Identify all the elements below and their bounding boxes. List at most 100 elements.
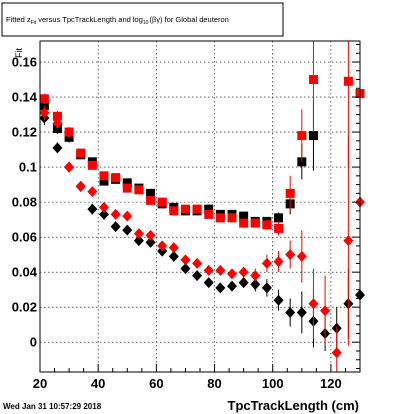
square-marker bbox=[122, 178, 132, 188]
diamond-marker bbox=[133, 235, 144, 247]
y-tick-label: 0.06 bbox=[12, 230, 37, 245]
y-tick-label: 0.08 bbox=[12, 195, 37, 210]
square-marker bbox=[111, 173, 121, 183]
diamond-marker bbox=[343, 235, 354, 247]
y-tick-label: 0.16 bbox=[12, 55, 37, 70]
square-marker bbox=[39, 94, 49, 104]
diamond-marker bbox=[133, 228, 144, 240]
x-tick-label: 80 bbox=[207, 376, 221, 391]
diamond-marker bbox=[145, 236, 156, 248]
diamond-marker bbox=[227, 280, 237, 292]
diamond-marker bbox=[250, 270, 261, 282]
square-marker bbox=[64, 127, 74, 137]
diamond-marker bbox=[168, 250, 179, 262]
diamond-marker bbox=[238, 277, 249, 289]
square-marker bbox=[274, 213, 284, 223]
series-1 bbox=[39, 100, 318, 226]
square-marker bbox=[52, 111, 62, 121]
square-marker bbox=[146, 188, 156, 198]
diamond-marker bbox=[87, 186, 98, 198]
y-tick-label: 0 bbox=[30, 335, 37, 350]
square-marker bbox=[99, 176, 109, 186]
title-log-subscript: 10 bbox=[143, 20, 149, 26]
square-marker bbox=[308, 131, 318, 141]
diamond-marker bbox=[296, 250, 307, 262]
square-marker bbox=[122, 183, 132, 193]
title-suffix: (βγ) for Global deuteron bbox=[149, 15, 228, 24]
title-text: Fitted zFit versus TpcTrackLength and lo… bbox=[6, 15, 229, 26]
square-marker bbox=[134, 185, 144, 195]
diamond-marker bbox=[203, 277, 214, 289]
square-marker bbox=[180, 204, 190, 214]
diamond-marker bbox=[180, 254, 191, 266]
diamond-marker bbox=[261, 257, 272, 269]
data-points bbox=[39, 41, 365, 372]
square-marker bbox=[308, 75, 318, 85]
title-middle: versus TpcTrackLength and log bbox=[36, 15, 143, 24]
diamond-marker bbox=[285, 249, 296, 261]
diamond-marker bbox=[64, 161, 75, 173]
y-tick-labels: 0 0.02 0.04 0.06 0.08 0.1 0.12 0.14 0.16 bbox=[12, 55, 38, 350]
square-marker bbox=[192, 204, 202, 214]
diamond-marker bbox=[75, 180, 86, 192]
diamond-marker bbox=[273, 294, 284, 306]
diamond-marker bbox=[227, 268, 237, 280]
square-marker bbox=[297, 131, 307, 141]
footer-timestamp: Wed Jan 31 10:57:29 2018 bbox=[3, 402, 102, 411]
diamond-marker bbox=[203, 264, 214, 276]
diamond-marker bbox=[250, 278, 261, 290]
diamond-marker bbox=[320, 305, 331, 317]
diamond-marker bbox=[168, 242, 179, 254]
series-4 bbox=[39, 62, 365, 372]
square-marker bbox=[99, 171, 109, 181]
square-marker bbox=[157, 197, 167, 207]
diamond-marker bbox=[52, 142, 63, 154]
x-tick-labels: 20 40 60 80 100 120 bbox=[33, 376, 342, 391]
diamond-marker bbox=[110, 208, 121, 220]
grid-lines bbox=[40, 41, 360, 372]
x-axis-title: TpcTrackLength (cm) bbox=[228, 398, 359, 413]
title-prefix: Fitted z bbox=[6, 15, 31, 24]
diamond-marker bbox=[331, 347, 342, 359]
diamond-marker bbox=[285, 306, 296, 318]
x-tick-label: 100 bbox=[262, 376, 284, 391]
diamond-marker bbox=[273, 256, 284, 268]
square-marker bbox=[76, 148, 86, 158]
chart-title: Fitted zFit versus TpcTrackLength and lo… bbox=[1, 2, 284, 37]
diamond-marker bbox=[192, 257, 203, 269]
title-z-subscript: Fit bbox=[31, 20, 37, 26]
diamond-marker bbox=[39, 107, 50, 119]
diamond-marker bbox=[122, 210, 133, 222]
diamond-marker bbox=[215, 282, 226, 294]
x-tick-label: 40 bbox=[91, 376, 105, 391]
y-axis-label: Fit bbox=[14, 48, 24, 58]
square-marker bbox=[146, 195, 156, 205]
square-marker bbox=[204, 204, 214, 214]
square-marker bbox=[204, 209, 214, 219]
diamond-marker bbox=[261, 282, 272, 294]
square-marker bbox=[239, 211, 249, 221]
square-marker bbox=[215, 213, 225, 223]
diamond-marker bbox=[308, 298, 319, 310]
square-marker bbox=[87, 160, 97, 170]
axis-ticks bbox=[39, 44, 361, 372]
diamond-marker bbox=[99, 208, 109, 220]
x-tick-label: 20 bbox=[33, 376, 47, 391]
square-marker bbox=[169, 206, 179, 216]
square-marker bbox=[274, 223, 284, 233]
square-marker bbox=[285, 188, 295, 198]
x-tick-label: 120 bbox=[320, 376, 342, 391]
y-tick-label: 0.1 bbox=[19, 160, 37, 175]
diamond-marker bbox=[145, 229, 156, 241]
diamond-marker bbox=[157, 240, 168, 252]
diamond-marker bbox=[52, 117, 63, 129]
diamond-marker bbox=[296, 306, 307, 318]
y-tick-label: 0.04 bbox=[12, 265, 38, 280]
diamond-marker bbox=[215, 264, 226, 276]
x-tick-label: 60 bbox=[149, 376, 163, 391]
y-tick-label: 0.12 bbox=[12, 125, 37, 140]
diamond-marker bbox=[87, 203, 98, 215]
diamond-marker bbox=[99, 201, 109, 213]
diamond-marker bbox=[192, 270, 203, 282]
